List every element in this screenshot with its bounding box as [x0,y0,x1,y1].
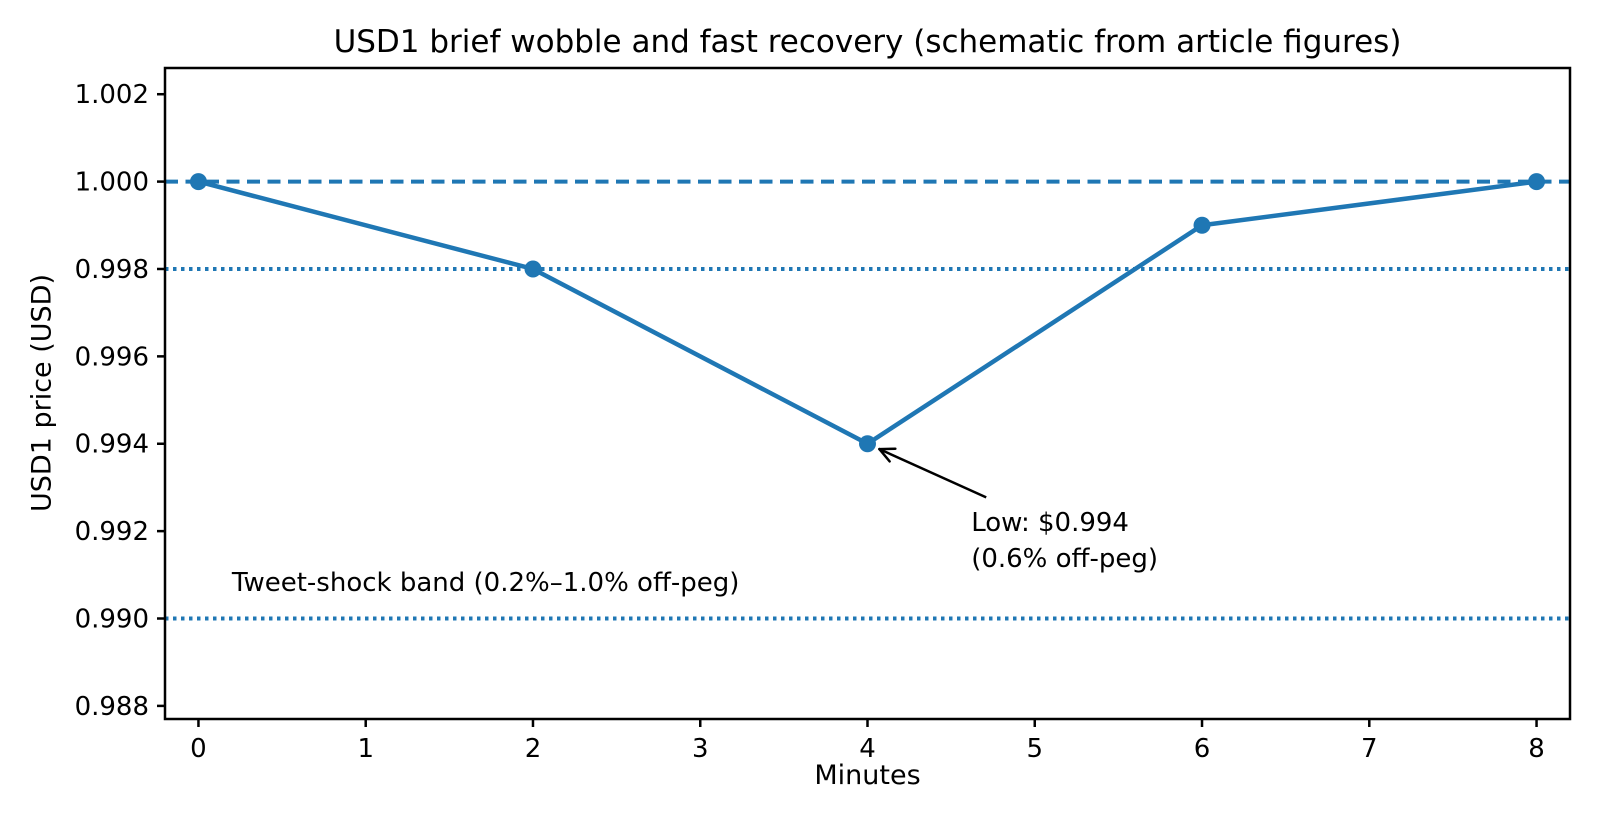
x-tick-label: 2 [525,734,542,764]
y-tick-label: 0.988 [75,692,149,722]
data-point-marker [1193,216,1211,234]
price-line [196,179,1539,446]
data-point-marker [1528,173,1546,191]
y-tick-label: 1.000 [75,168,149,198]
band-label: Tweet-shock band (0.2%–1.0% off-peg) [231,567,740,598]
annotation-arrow-shaft [878,447,987,499]
y-tick-label: 0.994 [75,430,149,460]
low-annotation: Low: $0.994 (0.6% off-peg) [971,505,1158,577]
y-axis-label: USD1 price (USD) [26,274,58,512]
x-tick-label: 5 [1026,734,1043,764]
chart-title: USD1 brief wobble and fast recovery (sch… [333,24,1402,60]
y-tick-label: 0.990 [75,605,149,635]
data-point-marker [189,173,207,191]
x-tick-label: 4 [859,734,876,764]
x-tick-label: 3 [692,734,709,764]
y-tick-label: 0.992 [75,517,149,547]
x-axis-label: Minutes [814,760,921,791]
data-point-marker [524,260,542,278]
x-tick-label: 1 [357,734,374,764]
data-point-marker [859,435,876,453]
low-annotation-line2: (0.6% off-peg) [971,544,1158,575]
y-tick-label: 0.996 [75,342,149,372]
y-tick-label: 1.002 [75,80,149,110]
x-tick-label: 0 [190,734,207,764]
low-annotation-line1: Low: $0.994 [971,508,1129,539]
annotation-arrow-head [878,447,891,463]
x-tick-label: 8 [1528,734,1545,764]
plot-border [163,66,1572,721]
x-tick-label: 6 [1194,734,1211,764]
y-tick-label: 0.998 [75,255,149,285]
x-tick-label: 7 [1361,734,1378,764]
